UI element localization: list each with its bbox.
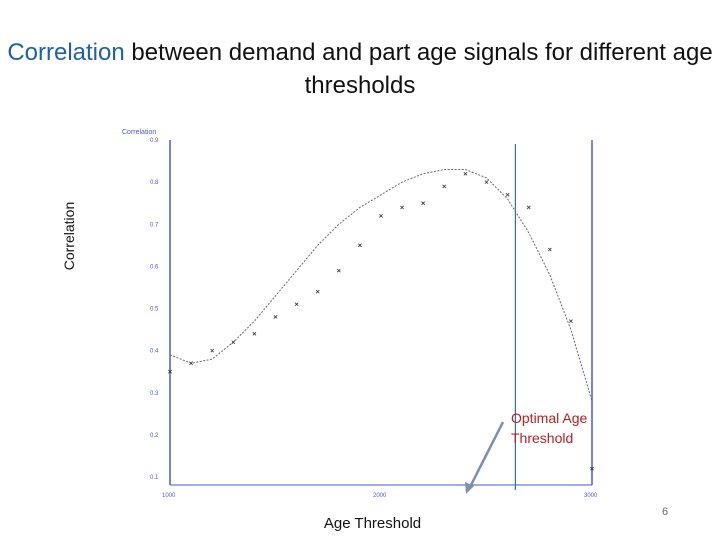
data-point xyxy=(400,205,404,210)
annotation-arrow-shaft xyxy=(468,421,505,488)
page-number: 6 xyxy=(662,506,669,518)
points-group xyxy=(168,171,594,471)
data-point xyxy=(505,192,510,197)
data-point xyxy=(463,171,468,176)
slide-title-accent: Correlation xyxy=(7,39,125,66)
annotation-line-2: Threshold xyxy=(511,430,574,446)
data-point xyxy=(590,466,594,471)
data-point xyxy=(273,315,278,319)
x-tick-label: 3000 xyxy=(584,493,598,499)
y-tick-label: 0.6 xyxy=(150,264,159,270)
y-tick-label: 0.8 xyxy=(150,180,159,186)
y-tick-label: 0.7 xyxy=(150,222,159,228)
y-tick-label: 0.1 xyxy=(150,475,159,481)
annotation-line-1: Optimal Age xyxy=(511,410,588,426)
data-point xyxy=(526,205,531,210)
data-point xyxy=(294,302,299,307)
data-point xyxy=(569,319,573,324)
data-point xyxy=(189,361,193,366)
x-axis-label: Age Threshold xyxy=(323,515,422,532)
fit-curve-group xyxy=(169,169,593,402)
data-point xyxy=(421,201,426,206)
data-point xyxy=(484,180,489,185)
data-point xyxy=(336,268,341,273)
data-point xyxy=(231,340,236,345)
x-tick-label: 1000 xyxy=(162,493,176,499)
data-point xyxy=(547,247,552,252)
data-point xyxy=(442,184,447,189)
y-tick-label: 0.5 xyxy=(150,307,159,313)
y-tick-label: 0.2 xyxy=(150,433,159,439)
data-point xyxy=(315,289,320,294)
data-point xyxy=(168,369,172,374)
data-point xyxy=(379,213,383,218)
y-tick-label: 0.3 xyxy=(150,391,159,397)
annotation-arrow-head xyxy=(465,482,474,494)
data-point xyxy=(210,348,215,353)
chart-axes: Correlation 0.9 0.8 0.7 0.6 0.5 0.4 0.3 0.2 0.1 10… xyxy=(122,129,598,499)
inner-axis-title: Correlation xyxy=(122,129,156,136)
data-point xyxy=(252,331,257,336)
data-point xyxy=(358,243,362,248)
fit-curve xyxy=(169,169,593,402)
annotation-arrow-group xyxy=(465,421,505,494)
y-tick-label: 0.9 xyxy=(150,138,159,144)
y-tick-label: 0.4 xyxy=(150,349,159,355)
slide-title: Correlation between demand and part age … xyxy=(0,36,720,102)
optimal-threshold-annotation: Optimal Age Threshold xyxy=(511,408,587,448)
x-tick-label: 2000 xyxy=(373,493,387,499)
slide-title-rest: between demand and part age signals for … xyxy=(124,39,713,99)
